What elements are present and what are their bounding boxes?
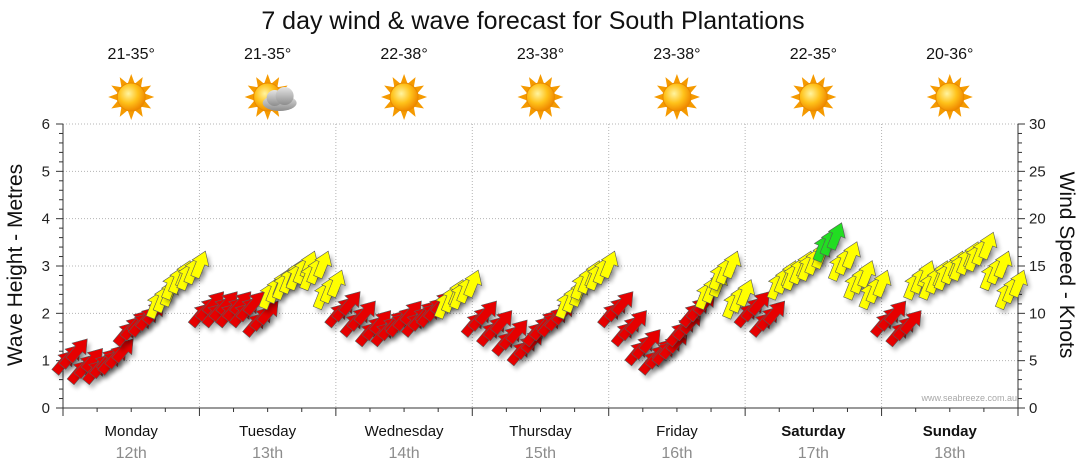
date-label: 13th: [252, 445, 283, 462]
day-label: Wednesday: [365, 423, 444, 440]
chart-title: 7 day wind & wave forecast for South Pla…: [261, 7, 804, 35]
y-tick-label-left: 3: [42, 258, 50, 275]
y-tick-label-left: 2: [42, 305, 50, 322]
sun-icon: [517, 74, 564, 120]
date-label: 17th: [798, 445, 829, 462]
y-tick-label-left: 4: [42, 211, 50, 228]
sun-icon: [926, 74, 973, 120]
temperature-row: 21-35° 21-35° 22-38° 23-38° 23-38° 22-35° 20-3…: [108, 46, 974, 63]
y-tick-label-right: 30: [1029, 116, 1046, 133]
temperature-label: 22-38°: [380, 46, 427, 63]
date-label: 16th: [661, 445, 692, 462]
y-tick-label-left: 1: [42, 353, 50, 370]
day-label: Tuesday: [239, 423, 296, 440]
sun-icon: [108, 74, 155, 120]
sun-icon: [790, 74, 837, 120]
day-label: Thursday: [509, 423, 572, 440]
date-label: 15th: [525, 445, 556, 462]
y-tick-label-left: 5: [42, 163, 50, 180]
y-tick-label-right: 15: [1029, 258, 1046, 275]
watermark: www.seabreeze.com.au: [920, 393, 1017, 403]
day-label: Friday: [656, 423, 698, 440]
sun-cloud-icon: [244, 74, 297, 120]
date-label: 14th: [389, 445, 420, 462]
temperature-label: 23-38°: [517, 46, 564, 63]
date-label: 12th: [116, 445, 147, 462]
y-tick-label-left: 0: [42, 400, 50, 417]
day-label: Sunday: [923, 423, 978, 440]
day-labels: Monday 12th Tuesday 13th Wednesday 14th Thursd…: [105, 423, 978, 462]
wind-arrows: [47, 218, 1036, 392]
temperature-label: 20-36°: [926, 46, 973, 63]
date-label: 18th: [934, 445, 965, 462]
y-tick-label-right: 0: [1029, 400, 1037, 417]
y-tick-label-left: 6: [42, 116, 50, 133]
chart-axes: 0 1 2 3 4 5 6 0 5 10 15 20 25 30: [42, 116, 1046, 417]
temperature-label: 23-38°: [653, 46, 700, 63]
sun-icon: [381, 74, 428, 120]
y-tick-label-right: 20: [1029, 211, 1046, 228]
temperature-label: 21-35°: [108, 46, 155, 63]
y-axis-right-title: Wind Speed - Knots: [1055, 172, 1078, 359]
y-tick-label-right: 10: [1029, 305, 1046, 322]
y-tick-label-right: 5: [1029, 353, 1037, 370]
sun-icon: [653, 74, 700, 120]
temperature-label: 21-35°: [244, 46, 291, 63]
weather-icons: [108, 74, 973, 120]
day-label: Saturday: [781, 423, 846, 440]
y-axis-left-title: Wave Height - Metres: [4, 164, 27, 366]
y-tick-label-right: 25: [1029, 163, 1046, 180]
temperature-label: 22-35°: [790, 46, 837, 63]
day-label: Monday: [105, 423, 159, 440]
